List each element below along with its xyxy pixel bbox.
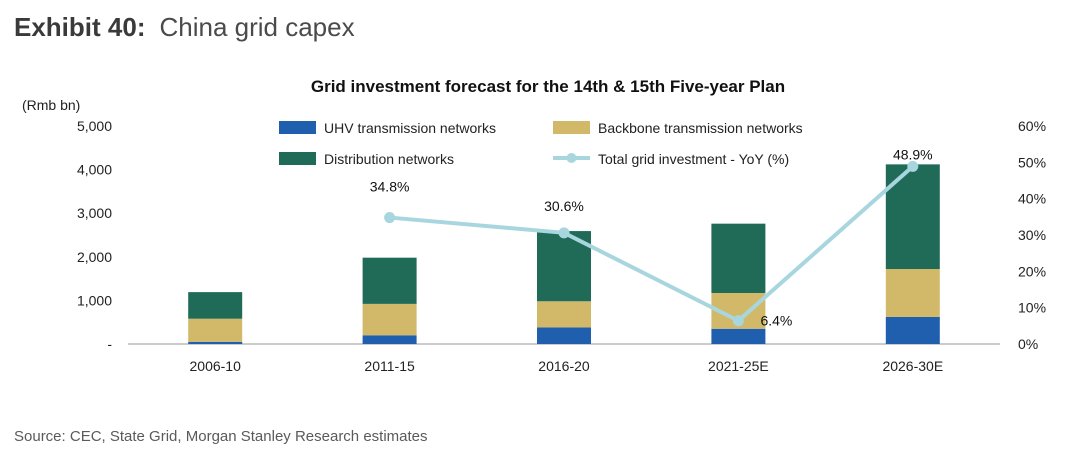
y-tick-label: 3,000 bbox=[77, 205, 112, 221]
chart: Grid investment forecast for the 14th & … bbox=[22, 77, 1046, 374]
y-tick-label: 2,000 bbox=[77, 249, 112, 265]
x-tick-label: 2011-15 bbox=[364, 358, 415, 374]
legend-swatch bbox=[553, 121, 590, 134]
bar-segment bbox=[188, 341, 243, 344]
y2-tick-label: 20% bbox=[1018, 263, 1046, 279]
bar-segment bbox=[362, 335, 417, 344]
chart-title: Grid investment forecast for the 14th & … bbox=[311, 77, 785, 96]
bar-segment bbox=[711, 223, 766, 293]
exhibit-title: China grid capex bbox=[159, 12, 355, 42]
exhibit-label: Exhibit 40: bbox=[14, 12, 146, 42]
y2-tick-label: 40% bbox=[1018, 191, 1046, 207]
y2-tick-label: 50% bbox=[1018, 154, 1046, 170]
yoy-point bbox=[732, 315, 744, 327]
y2-tick-label: 10% bbox=[1018, 300, 1046, 316]
y2-tick-label: 30% bbox=[1018, 227, 1046, 243]
y2-tick-label: 60% bbox=[1018, 118, 1046, 134]
y-tick-label: 4,000 bbox=[77, 162, 112, 178]
data-label: 34.8% bbox=[370, 179, 410, 195]
y2-tick-label: 0% bbox=[1018, 336, 1038, 352]
bar-segment bbox=[188, 318, 243, 342]
legend-swatch bbox=[279, 152, 316, 165]
legend-marker bbox=[566, 153, 577, 163]
yoy-point bbox=[384, 212, 396, 224]
x-tick-label: 2021-25E bbox=[708, 358, 769, 374]
legend-label: Total grid investment - YoY (%) bbox=[598, 151, 789, 167]
x-tick-label: 2006-10 bbox=[190, 358, 242, 374]
y-tick-label: 1,000 bbox=[77, 292, 112, 308]
legend-label: Distribution networks bbox=[324, 151, 454, 167]
yoy-point bbox=[907, 160, 919, 172]
yoy-point bbox=[558, 227, 570, 239]
bar-segment bbox=[537, 327, 591, 344]
legend-label: Backbone transmission networks bbox=[598, 120, 803, 136]
yoy-line bbox=[389, 164, 915, 324]
y-axis-label: (Rmb bn) bbox=[22, 97, 80, 113]
x-tick-label: 2026-30E bbox=[882, 358, 943, 374]
bar-segment bbox=[362, 257, 417, 304]
bar-segment bbox=[711, 328, 766, 344]
bar-segment bbox=[537, 301, 591, 328]
bar-segment bbox=[885, 269, 940, 317]
y-tick-label: 5,000 bbox=[77, 118, 112, 134]
x-tick-label: 2016-20 bbox=[538, 358, 590, 374]
bar-segment bbox=[885, 164, 940, 270]
data-label: 48.9% bbox=[893, 146, 933, 162]
data-label: 30.6% bbox=[544, 198, 584, 214]
legend-swatch bbox=[279, 121, 316, 134]
y-tick-label: - bbox=[107, 336, 112, 352]
bar-segment bbox=[885, 316, 940, 344]
data-label: 6.4% bbox=[760, 313, 792, 329]
legend-label: UHV transmission networks bbox=[324, 120, 496, 136]
source-note: Source: CEC, State Grid, Morgan Stanley … bbox=[14, 428, 428, 445]
bar-segment bbox=[362, 303, 417, 336]
bar-segment bbox=[188, 292, 243, 319]
exhibit-header: Exhibit 40: China grid capex bbox=[14, 10, 355, 44]
